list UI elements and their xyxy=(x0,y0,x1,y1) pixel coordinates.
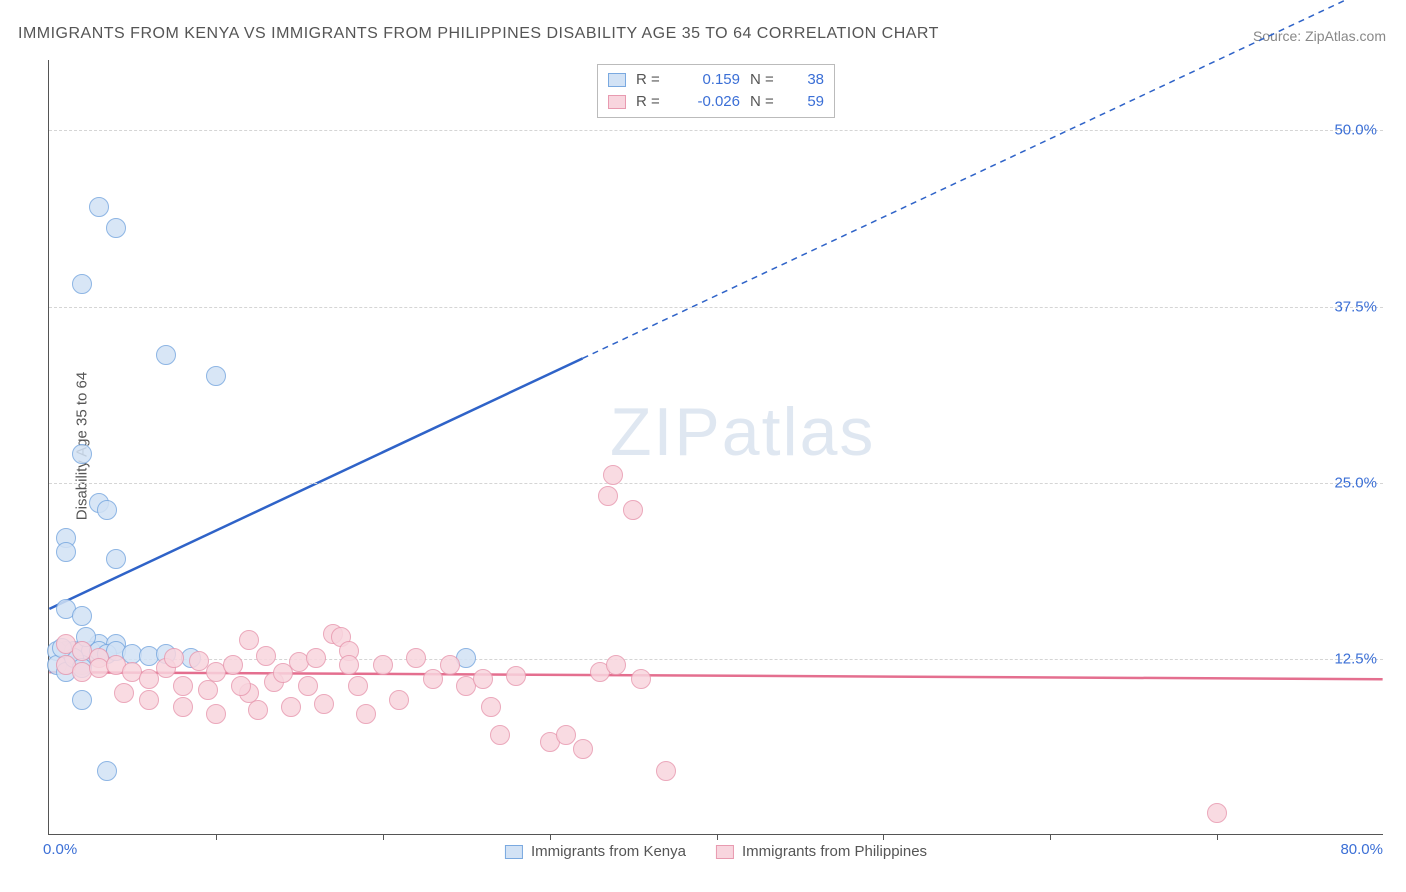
trend-line-dashed xyxy=(583,0,1383,358)
data-point xyxy=(314,694,334,714)
data-point xyxy=(556,725,576,745)
data-point xyxy=(406,648,426,668)
data-point xyxy=(97,500,117,520)
x-axis-min-label: 0.0% xyxy=(43,841,77,858)
legend-label: Immigrants from Philippines xyxy=(742,843,927,860)
x-tick xyxy=(383,834,384,840)
data-point xyxy=(139,690,159,710)
data-point xyxy=(97,761,117,781)
gridline xyxy=(49,307,1383,308)
data-point xyxy=(440,655,460,675)
data-point xyxy=(389,690,409,710)
data-point xyxy=(231,676,251,696)
data-point xyxy=(373,655,393,675)
gridline xyxy=(49,483,1383,484)
y-tick-label: 12.5% xyxy=(1334,650,1377,667)
data-point xyxy=(298,676,318,696)
source-label: Source: ZipAtlas.com xyxy=(1253,28,1386,44)
watermark: ZIPatlas xyxy=(610,393,875,471)
legend-row-philippines: R =-0.026 N =59 xyxy=(608,91,824,113)
data-point xyxy=(72,444,92,464)
data-point xyxy=(256,646,276,666)
trend-lines xyxy=(49,60,1383,834)
data-point xyxy=(106,218,126,238)
swatch-philippines xyxy=(608,95,626,109)
data-point xyxy=(339,655,359,675)
data-point xyxy=(506,666,526,686)
data-point xyxy=(106,549,126,569)
data-point xyxy=(72,274,92,294)
data-point xyxy=(490,725,510,745)
data-point xyxy=(631,669,651,689)
swatch-philippines-bottom xyxy=(716,845,734,859)
data-point xyxy=(206,366,226,386)
x-tick xyxy=(550,834,551,840)
data-point xyxy=(206,704,226,724)
data-point xyxy=(423,669,443,689)
series-legend: Immigrants from Kenya Immigrants from Ph… xyxy=(505,843,927,860)
chart-title: IMMIGRANTS FROM KENYA VS IMMIGRANTS FROM… xyxy=(18,25,939,43)
legend-row-kenya: R =0.159 N =38 xyxy=(608,69,824,91)
data-point xyxy=(348,676,368,696)
data-point xyxy=(173,697,193,717)
plot-area: ZIPatlas R =0.159 N =38 R =-0.026 N =59 … xyxy=(48,60,1383,835)
data-point xyxy=(198,680,218,700)
x-axis-max-label: 80.0% xyxy=(1340,841,1383,858)
data-point xyxy=(656,761,676,781)
correlation-legend: R =0.159 N =38 R =-0.026 N =59 xyxy=(597,64,835,118)
data-point xyxy=(598,486,618,506)
y-tick-label: 50.0% xyxy=(1334,122,1377,139)
data-point xyxy=(603,465,623,485)
data-point xyxy=(173,676,193,696)
data-point xyxy=(306,648,326,668)
legend-item-philippines: Immigrants from Philippines xyxy=(716,843,927,860)
x-tick xyxy=(717,834,718,840)
data-point xyxy=(1207,803,1227,823)
swatch-kenya xyxy=(608,73,626,87)
data-point xyxy=(239,630,259,650)
data-point xyxy=(356,704,376,724)
data-point xyxy=(481,697,501,717)
data-point xyxy=(606,655,626,675)
data-point xyxy=(114,683,134,703)
x-tick xyxy=(1217,834,1218,840)
data-point xyxy=(72,690,92,710)
data-point xyxy=(72,606,92,626)
x-tick xyxy=(1050,834,1051,840)
data-point xyxy=(248,700,268,720)
trend-line-solid xyxy=(49,672,1382,679)
data-point xyxy=(156,345,176,365)
x-tick xyxy=(883,834,884,840)
data-point xyxy=(623,500,643,520)
x-tick xyxy=(216,834,217,840)
gridline xyxy=(49,130,1383,131)
legend-label: Immigrants from Kenya xyxy=(531,843,686,860)
gridline xyxy=(49,659,1383,660)
data-point xyxy=(281,697,301,717)
data-point xyxy=(89,197,109,217)
y-tick-label: 25.0% xyxy=(1334,474,1377,491)
legend-item-kenya: Immigrants from Kenya xyxy=(505,843,686,860)
data-point xyxy=(223,655,243,675)
data-point xyxy=(56,542,76,562)
y-tick-label: 37.5% xyxy=(1334,298,1377,315)
data-point xyxy=(473,669,493,689)
data-point xyxy=(164,648,184,668)
data-point xyxy=(573,739,593,759)
swatch-kenya-bottom xyxy=(505,845,523,859)
